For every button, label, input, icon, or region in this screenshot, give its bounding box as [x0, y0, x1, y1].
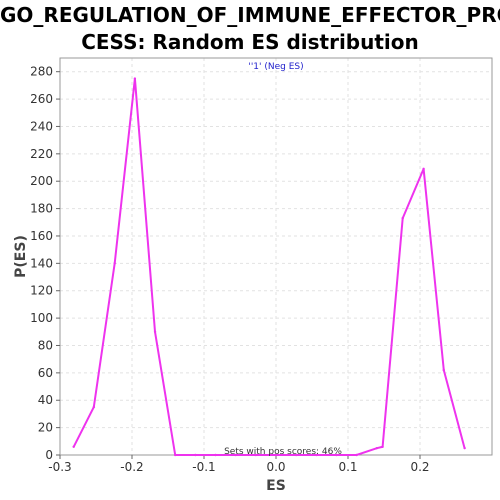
data-point — [335, 453, 338, 457]
y-tick-label: 0 — [45, 448, 53, 462]
y-tick-label: 60 — [38, 366, 53, 380]
y-axis-label: P(ES) — [13, 235, 29, 278]
y-tick-label: 100 — [30, 311, 53, 325]
data-point — [234, 453, 237, 457]
data-point — [381, 445, 384, 448]
data-point — [315, 453, 318, 457]
data-point — [294, 453, 298, 457]
y-tick-label: 180 — [30, 202, 53, 216]
data-point — [153, 330, 157, 333]
data-point — [92, 405, 96, 409]
y-tick-label: 120 — [30, 284, 53, 298]
data-point — [375, 446, 378, 450]
data-point — [133, 77, 137, 80]
x-axis-label: ES — [266, 478, 286, 494]
data-point — [355, 453, 358, 457]
data-point — [442, 368, 445, 372]
pos-scores-annotation: Sets with pos scores: 46% — [224, 447, 342, 457]
chart-title-line-1: GO_REGULATION_OF_IMMUNE_EFFECTOR_PRO — [0, 3, 500, 27]
x-tick-label: 0.2 — [410, 460, 429, 474]
y-tick-label: 80 — [38, 338, 53, 352]
y-tick-label: 220 — [30, 147, 53, 161]
x-tick-label: 0.1 — [338, 460, 357, 474]
data-point — [72, 445, 75, 448]
data-point — [113, 262, 116, 265]
x-tick-label: -0.3 — [48, 460, 71, 474]
data-point — [214, 453, 217, 457]
series-points — [72, 77, 466, 457]
chart-title-line-2: CESS: Random ES distribution — [81, 30, 419, 54]
data-point — [401, 216, 404, 220]
y-tick-label: 200 — [30, 174, 53, 188]
data-point — [422, 167, 425, 171]
x-tick-label: -0.1 — [192, 460, 215, 474]
y-axis-ticks: 0 20 40 60 80 100 120 140 160 180 200 220 240 260 280 — [30, 65, 60, 462]
grid — [59, 58, 492, 456]
x-tick-label: 0.0 — [266, 460, 285, 474]
y-tick-label: 240 — [30, 119, 53, 133]
y-tick-label: 260 — [30, 92, 53, 106]
x-axis-ticks: -0.3 -0.2 -0.1 0.0 0.1 0.2 — [48, 455, 430, 474]
y-tick-label: 20 — [38, 421, 53, 435]
x-tick-label: -0.2 — [120, 460, 143, 474]
y-tick-label: 40 — [38, 393, 53, 407]
data-point — [254, 453, 258, 457]
series-line-neg-es — [72, 78, 466, 456]
data-point — [174, 453, 177, 457]
data-point — [274, 453, 278, 457]
chart-title: GO_REGULATION_OF_IMMUNE_EFFECTOR_PRO CES… — [0, 2, 500, 56]
data-point — [463, 446, 466, 450]
y-tick-label: 140 — [30, 256, 53, 270]
data-point — [194, 453, 197, 457]
y-tick-label: 160 — [30, 229, 53, 243]
y-tick-label: 280 — [30, 65, 53, 79]
legend-entry: ''1' (Neg ES) — [248, 62, 303, 72]
